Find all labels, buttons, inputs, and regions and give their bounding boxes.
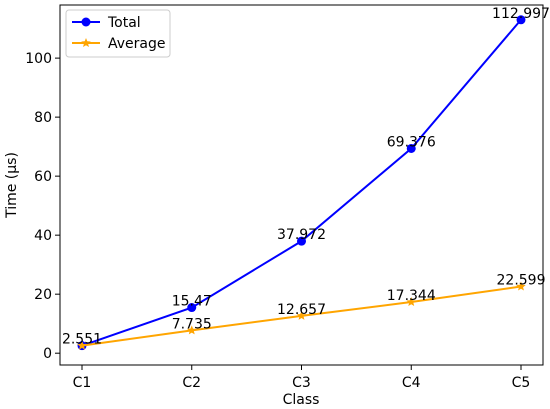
- data-label-total: 2.551: [62, 332, 102, 348]
- data-point-average: [77, 340, 87, 350]
- x-tick-label: C5: [512, 375, 531, 391]
- data-label-total: 112.997: [492, 6, 550, 22]
- data-label-average: 7.735: [172, 316, 212, 332]
- data-point-total: [406, 143, 416, 153]
- y-axis-label: Time (µs): [4, 152, 20, 219]
- y-tick-label: 20: [34, 287, 52, 303]
- data-label-total: 37.972: [277, 227, 326, 243]
- data-point-total: [187, 303, 197, 313]
- data-label-total: 15.47: [172, 294, 212, 310]
- data-labels: 2.551 15.47 37.972 69.376 112.997 7.735 12.657…: [62, 6, 550, 348]
- y-tick-label: 80: [34, 110, 52, 126]
- legend-label-total: Total: [107, 15, 141, 31]
- x-tick-label: C2: [182, 375, 201, 391]
- x-axis-label: Class: [283, 392, 320, 408]
- x-tick-label: C3: [292, 375, 311, 391]
- data-label-average: 22.599: [497, 273, 546, 289]
- data-label-total: 69.376: [387, 134, 436, 150]
- legend-label-average: Average: [108, 36, 166, 52]
- y-axis-ticks: 0 20 40 60 80 100: [25, 51, 60, 362]
- data-label-average: 17.344: [387, 288, 436, 304]
- data-point-average: [516, 281, 526, 291]
- y-tick-label: 40: [34, 228, 52, 244]
- x-axis-ticks: C1 C2 C3 C4 C5: [73, 365, 531, 391]
- data-point-average: [186, 325, 197, 335]
- y-tick-label: 60: [34, 169, 52, 185]
- x-tick-label: C1: [73, 375, 92, 391]
- x-tick-label: C4: [402, 375, 421, 391]
- legend-marker-average: [81, 38, 91, 48]
- data-point-average: [406, 297, 417, 307]
- data-label-average: 12.657: [277, 302, 326, 318]
- y-tick-label: 100: [25, 51, 52, 67]
- data-point-total: [516, 15, 526, 25]
- y-tick-label: 0: [43, 346, 52, 362]
- legend: Total Average: [65, 9, 171, 58]
- data-point-average: [296, 310, 307, 320]
- series-layer: [77, 15, 526, 351]
- legend-marker-total: [81, 17, 91, 27]
- data-point-total: [297, 236, 306, 246]
